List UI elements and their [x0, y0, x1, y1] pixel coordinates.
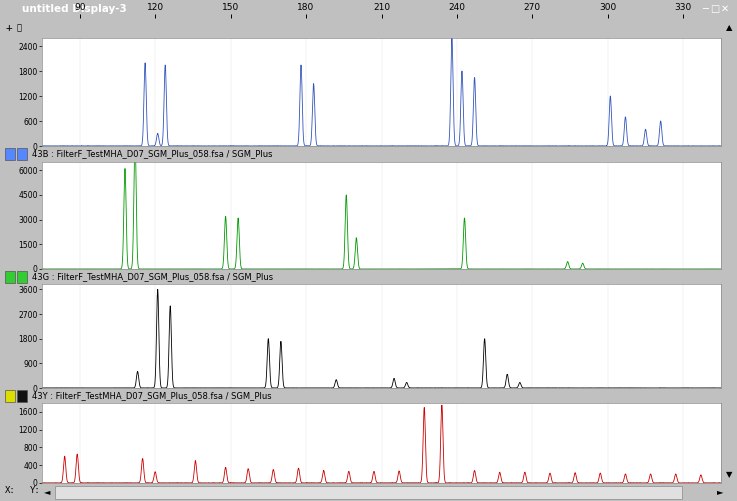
Text: ◄: ◄: [43, 487, 50, 496]
Text: ►: ►: [717, 487, 723, 496]
Text: ▼: ▼: [726, 470, 733, 479]
Text: 43B : FilterF_TestMHA_D07_SGM_Plus_058.fsa / SGM_Plus: 43B : FilterF_TestMHA_D07_SGM_Plus_058.f…: [32, 149, 273, 158]
Bar: [5, 389, 15, 401]
Text: Y:: Y:: [30, 486, 41, 495]
Text: ▲: ▲: [726, 23, 733, 32]
Bar: [17, 271, 27, 283]
Bar: [17, 389, 27, 401]
Bar: [17, 148, 27, 160]
Text: ─: ─: [702, 4, 708, 14]
Bar: [5, 148, 15, 160]
Text: X:: X:: [5, 486, 15, 495]
Text: □: □: [710, 4, 719, 14]
Text: 43G : FilterF_TestMHA_D07_SGM_Plus_058.fsa / SGM_Plus: 43G : FilterF_TestMHA_D07_SGM_Plus_058.f…: [32, 272, 273, 281]
Text: ✕: ✕: [721, 4, 730, 14]
Text: +: +: [5, 23, 12, 33]
Text: untitled Display-3: untitled Display-3: [22, 4, 127, 14]
Text: 🔍: 🔍: [16, 24, 21, 33]
Bar: [55, 485, 682, 499]
Text: 43Y : FilterF_TestMHA_D07_SGM_Plus_058.fsa / SGM_Plus: 43Y : FilterF_TestMHA_D07_SGM_Plus_058.f…: [32, 391, 272, 400]
Bar: [5, 271, 15, 283]
